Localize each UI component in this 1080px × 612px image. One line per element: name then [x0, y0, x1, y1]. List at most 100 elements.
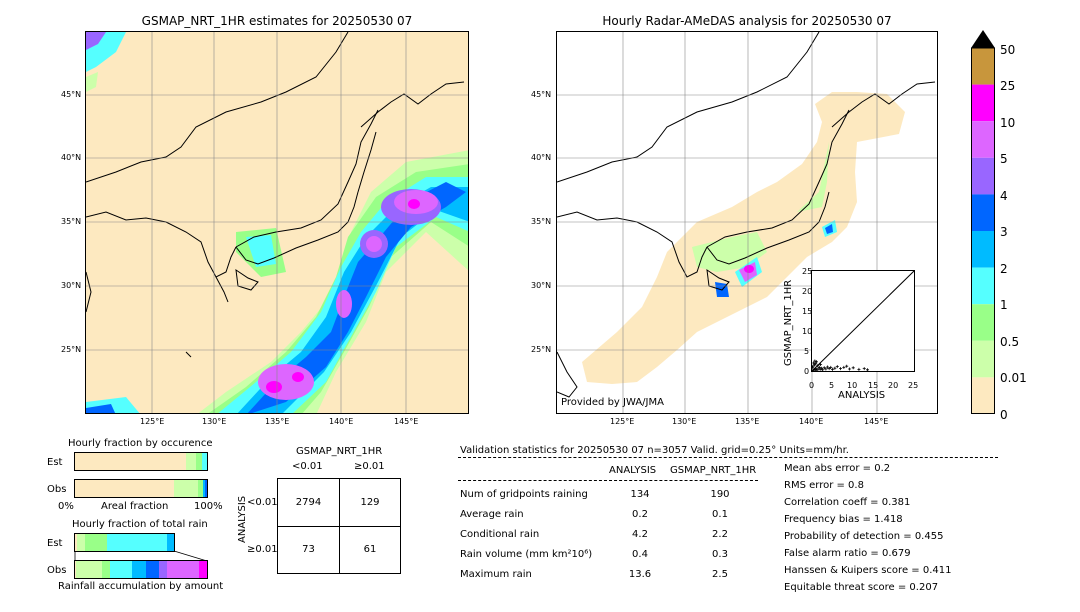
scatter-x-tick-20: 20 — [888, 381, 899, 390]
colorbar-canvas — [971, 30, 995, 414]
left-rain-field — [86, 32, 468, 413]
val-row-4-gsmap: 2.5 — [712, 569, 728, 580]
right-lon-140: 140°E — [799, 417, 824, 426]
left-lon-135: 135°E — [265, 417, 290, 426]
val-row-2-analysis: 4.2 — [632, 529, 648, 540]
total-est-seg-blue — [167, 534, 174, 551]
total-obs-seg-dark-blue — [146, 561, 159, 578]
right-coastlines — [557, 32, 936, 398]
scatter-point — [851, 366, 855, 370]
scatter-point — [817, 365, 821, 369]
right-lat-35: 35°N — [531, 217, 552, 226]
cbar-label-50: 50 — [1000, 43, 1016, 57]
occ-obs-seg-blue — [203, 480, 205, 497]
occ-obs-seg-dark-blue — [205, 480, 207, 497]
occ-title: Hourly fraction by occurence — [68, 438, 213, 449]
total-obs-seg-violet — [159, 561, 167, 578]
scatter-x-tick-5: 5 — [829, 381, 835, 390]
total-est-seg-light-green — [77, 534, 85, 551]
right-lon-135: 135°E — [735, 417, 760, 426]
validation-divider-top — [458, 457, 998, 458]
val-row-3-analysis: 0.4 — [632, 549, 648, 560]
right-map — [556, 31, 938, 414]
colorbar-segment — [971, 121, 995, 158]
scatter-point — [845, 364, 849, 368]
left-lat-40: 40°N — [61, 153, 82, 162]
contingency-table: 2794 129 73 61 — [277, 478, 401, 574]
scatter-x-tick-10: 10 — [847, 381, 858, 390]
right-lat-40: 40°N — [531, 153, 552, 162]
scatter-point — [814, 360, 818, 364]
right-lat-30: 30°N — [531, 281, 552, 290]
score-far: False alarm ratio = 0.679 — [784, 548, 911, 559]
colorbar-segment — [971, 231, 995, 268]
val-row-3-gsmap: 0.3 — [712, 549, 728, 560]
cbar-label-5: 5 — [1000, 152, 1008, 166]
right-map-canvas — [557, 32, 937, 413]
val-row-1-label: Average rain — [460, 509, 524, 520]
radar-credit: Provided by JWA/JMA — [561, 397, 664, 408]
cbar-label-3: 3 — [1000, 225, 1008, 239]
scatter-point — [826, 365, 830, 369]
scatter-plot — [810, 270, 915, 372]
right-lon-145: 145°E — [864, 417, 889, 426]
scatter-ylabel: GSMAP_NRT_1HR — [783, 279, 794, 366]
validation-header: Validation statistics for 20250530 07 n=… — [460, 445, 849, 456]
left-lon-125: 125°E — [140, 417, 165, 426]
colorbar-segment — [971, 194, 995, 231]
cbar-label-4: 4 — [1000, 189, 1008, 203]
left-grid — [86, 32, 468, 413]
score-mae: Mean abs error = 0.2 — [784, 463, 891, 474]
scatter-point — [814, 362, 818, 366]
colorbar-segment — [971, 157, 995, 195]
val-row-4-analysis: 13.6 — [628, 569, 652, 580]
scatter-point — [862, 367, 866, 371]
score-hk: Hanssen & Kuipers score = 0.411 — [784, 565, 952, 576]
val-row-0-label: Num of gridpoints raining — [460, 489, 588, 500]
total-obs-seg-green — [102, 561, 110, 578]
left-lon-145: 145°E — [394, 417, 419, 426]
scatter-point — [813, 359, 817, 363]
scatter-x-tick-15: 15 — [868, 381, 879, 390]
cbar-label-10: 10 — [1000, 116, 1016, 130]
left-map-canvas — [86, 32, 468, 413]
left-lon-130: 130°E — [202, 417, 227, 426]
scatter-y-tick-25: 25 — [802, 267, 813, 276]
score-correlation: Correlation coeff = 0.381 — [784, 497, 911, 508]
scatter-point — [810, 365, 814, 369]
left-map — [85, 31, 469, 414]
contingency-cell-miss: 73 — [302, 544, 315, 555]
right-lon-125: 125°E — [610, 417, 635, 426]
contingency-col-lt: <0.01 — [292, 461, 323, 472]
total-obs-seg-lilac — [167, 561, 199, 578]
left-lat-25: 25°N — [61, 345, 82, 354]
scatter-point — [830, 367, 834, 371]
score-rmse: RMS error = 0.8 — [784, 480, 864, 491]
contingency-title: GSMAP_NRT_1HR — [296, 446, 383, 457]
score-frequency-bias: Frequency bias = 1.418 — [784, 514, 903, 525]
colorbar-segment — [971, 377, 995, 414]
scatter-y-tick-15: 15 — [802, 307, 813, 316]
val-row-1-gsmap: 0.1 — [712, 509, 728, 520]
total-est-seg-green — [85, 534, 107, 551]
contingency-cell-hits-neg: 2794 — [295, 497, 322, 508]
scatter-point — [857, 367, 861, 371]
val-row-1-analysis: 0.2 — [632, 509, 648, 520]
cbar-label-25: 25 — [1000, 79, 1016, 93]
total-obs-label: Obs — [47, 565, 67, 576]
validation-col-analysis: ANALYSIS — [609, 465, 657, 476]
val-row-0-gsmap: 190 — [710, 489, 730, 500]
colorbar-segment — [971, 304, 995, 341]
right-lat-25: 25°N — [531, 345, 552, 354]
score-ets: Equitable threat score = 0.207 — [784, 582, 939, 593]
total-est-label: Est — [47, 538, 63, 549]
contingency-row-lt: <0.01 — [247, 497, 278, 508]
occ-x-left: 0% — [58, 501, 74, 512]
scatter-xlabel: ANALYSIS — [838, 390, 886, 401]
occ-est-seg-light-green — [186, 453, 196, 470]
contingency-col-ge: ≥0.01 — [354, 461, 385, 472]
right-lon-130: 130°E — [672, 417, 697, 426]
total-obs-seg-magenta — [199, 561, 207, 578]
total-obs-seg-cyan — [110, 561, 132, 578]
val-row-0-analysis: 134 — [630, 489, 650, 500]
